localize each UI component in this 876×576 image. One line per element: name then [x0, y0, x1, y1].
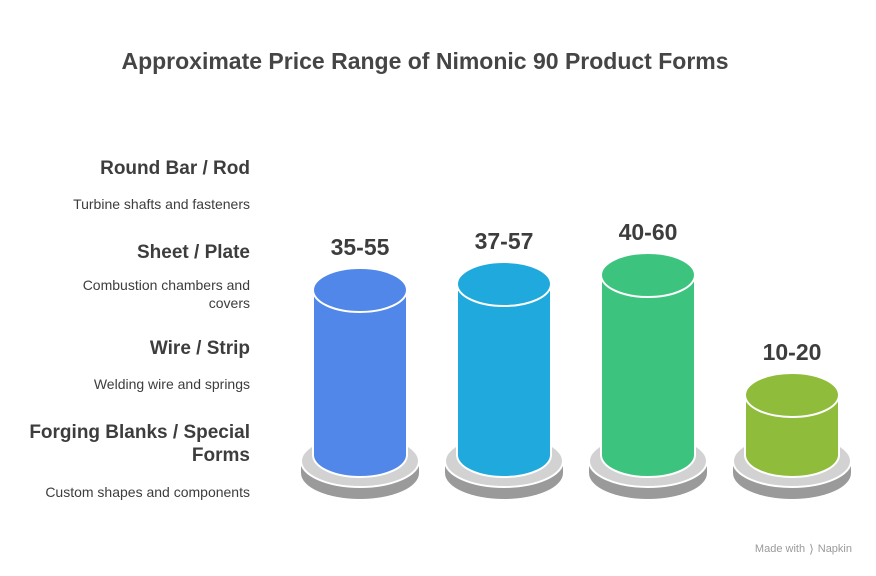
value-label: 40-60 [619, 219, 678, 245]
bar-top-highlight [747, 375, 837, 415]
chart-title: Approximate Price Range of Nimonic 90 Pr… [121, 48, 729, 74]
bar-body [600, 274, 696, 478]
napkin-logo-icon: ⟩ [809, 542, 814, 556]
legend-desc-round-bar: Turbine shafts and fasteners [73, 196, 250, 212]
napkin-brand: Napkin [817, 543, 852, 555]
made-with-label: Made with [754, 543, 806, 555]
bar-body [744, 394, 840, 478]
value-label: 35-55 [331, 234, 390, 260]
legend-desc-wire-strip: Welding wire and springs [93, 376, 250, 392]
value-label: 10-20 [763, 339, 822, 365]
legend-name-forging-blanks: Forging Blanks / Special Forms [29, 422, 250, 466]
bar-top-highlight [315, 270, 405, 310]
legend-name-wire-strip: Wire / Strip [149, 338, 250, 359]
bar-body [312, 289, 408, 478]
legend-desc-forging-blanks: Custom shapes and components [45, 484, 250, 500]
legend-desc-sheet-plate: Combustion chambers and covers [82, 277, 250, 311]
bar-top-highlight [603, 255, 693, 295]
legend-name-round-bar: Round Bar / Rod [100, 158, 250, 179]
footer: Made with ⟩ Napkin [755, 542, 852, 556]
value-label: 37-57 [475, 228, 534, 254]
bar-top-highlight [459, 264, 549, 304]
bar-body [456, 283, 552, 478]
legend-name-sheet-plate: Sheet / Plate [137, 242, 250, 263]
